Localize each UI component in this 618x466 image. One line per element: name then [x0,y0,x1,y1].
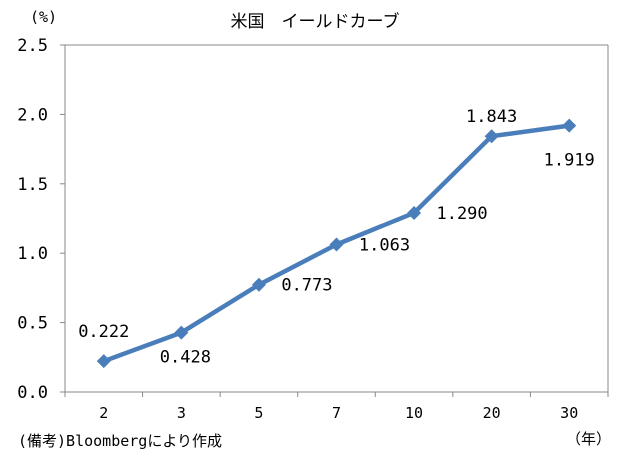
data-label: 1.290 [436,204,487,224]
data-label: 0.222 [78,322,129,342]
data-labels: 0.222 0.428 0.773 1.063 1.290 1.843 1.919 [78,107,595,367]
data-label: 1.919 [544,151,595,171]
data-point-marker [407,205,422,220]
y-axis-ticks: 0.0 0.5 1.0 1.5 2.0 2.5 [17,36,65,403]
y-tick-label: 2.5 [17,36,48,56]
y-tick-label: 1.0 [17,244,48,264]
data-label: 0.428 [160,348,211,368]
data-point-marker [251,277,266,292]
data-point-markers [96,118,577,369]
x-tick-label: 7 [332,404,341,422]
x-tick-label: 2 [99,404,108,422]
x-tick-label: 30 [560,404,578,422]
data-label: 1.843 [466,107,517,127]
data-point-marker [484,129,499,144]
x-axis-unit-label: （年） [566,430,611,448]
y-tick-label: 0.5 [17,314,48,334]
y-tick-label: 1.5 [17,175,48,195]
x-tick-label: 20 [483,404,501,422]
data-point-marker [96,354,111,369]
y-axis-unit-label: (%) [30,8,57,26]
data-label: 1.063 [359,235,410,255]
y-tick-label: 2.0 [17,105,48,125]
data-point-marker [174,325,189,340]
y-tick-label: 0.0 [17,383,48,403]
chart-title: 米国 イールドカーブ [231,11,400,32]
data-point-marker [562,118,577,133]
x-tick-label: 10 [405,404,423,422]
data-label: 0.773 [281,276,332,296]
x-tick-label: 5 [254,404,263,422]
source-note: (備考)Bloombergにより作成 [18,432,222,450]
x-axis-ticks: 2 3 5 7 10 20 30 [64,392,609,422]
data-point-marker [329,237,344,252]
x-tick-label: 3 [177,404,186,422]
